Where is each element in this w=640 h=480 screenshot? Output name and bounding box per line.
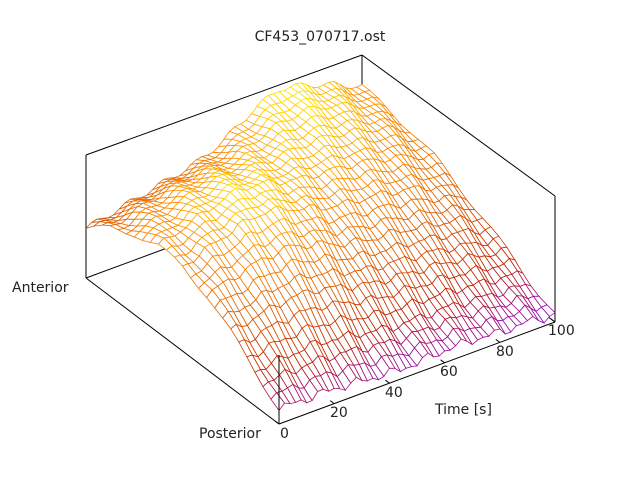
x-axis-label: Time [s] [435,402,492,418]
x-tick-mark [329,400,335,405]
x-tick-label: 0 [280,426,289,442]
x-tick-label: 80 [496,344,514,360]
x-tick-label: 20 [330,405,348,421]
surface-cell [270,391,286,412]
x-tick-mark [495,338,501,343]
front-box [85,277,556,425]
chart-title: CF453_070717.ost [254,29,386,45]
x-tick-mark [274,420,280,425]
x-tick-label: 100 [548,323,575,339]
x-tick-mark [440,359,445,364]
y-label-posterior: Posterior [199,426,261,442]
time-axis-ticks [274,318,556,425]
x-tick-mark [550,318,556,323]
time-axis-line [278,321,556,425]
x-tick-mark [385,379,390,384]
box-edge [85,277,280,425]
y-label-anterior: Anterior [12,280,69,296]
surface-mesh [84,81,556,412]
x-tick-label: 40 [385,385,403,401]
x-tick-label: 60 [440,364,458,380]
box-edge [85,54,363,156]
box-edge [361,54,556,197]
